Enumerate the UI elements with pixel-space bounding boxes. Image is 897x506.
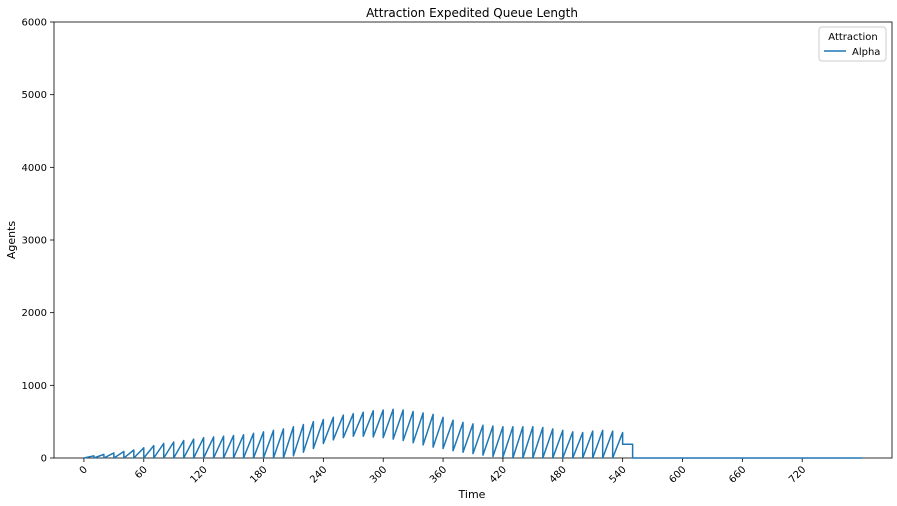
x-tick-label: 600 — [667, 464, 688, 485]
x-tick-label: 480 — [548, 464, 569, 485]
y-axis: 0 1000 2000 3000 4000 5000 6000 — [22, 18, 54, 465]
legend-box — [818, 26, 887, 62]
x-tick-label: 540 — [607, 464, 628, 485]
y-axis-title: Agents — [5, 221, 18, 260]
legend: Attraction Alpha — [818, 26, 887, 62]
x-axis-title: Time — [458, 488, 486, 501]
x-tick-label: 0 — [78, 464, 90, 476]
x-axis: 0 60 120 180 240 300 360 420 480 540 600 660 720 — [78, 458, 808, 486]
chart-title: Attraction Expedited Queue Length — [366, 6, 578, 20]
x-tick-label: 360 — [428, 464, 449, 485]
y-tick-label: 2000 — [22, 308, 47, 319]
x-tick-label: 720 — [787, 464, 808, 485]
y-tick-label: 0 — [41, 454, 47, 465]
x-tick-label: 60 — [133, 464, 150, 481]
plot-area: 0 1000 2000 3000 4000 5000 6000 0 60 120 180 240 30… — [22, 18, 893, 486]
x-tick-label: 660 — [727, 464, 748, 485]
legend-title: Attraction — [828, 32, 877, 43]
y-tick-label: 6000 — [22, 18, 47, 29]
x-tick-label: 240 — [308, 464, 329, 485]
series-line-alpha — [83, 408, 863, 459]
plot-frame — [53, 21, 893, 459]
y-tick-label: 3000 — [22, 236, 47, 247]
y-tick-label: 5000 — [22, 90, 47, 101]
x-tick-label: 120 — [188, 464, 209, 485]
x-tick-label: 420 — [488, 464, 509, 485]
legend-label-alpha: Alpha — [852, 47, 880, 58]
y-tick-label: 1000 — [22, 381, 47, 392]
y-tick-label: 4000 — [22, 163, 47, 174]
x-tick-label: 300 — [368, 464, 389, 485]
x-tick-label: 180 — [248, 464, 269, 485]
